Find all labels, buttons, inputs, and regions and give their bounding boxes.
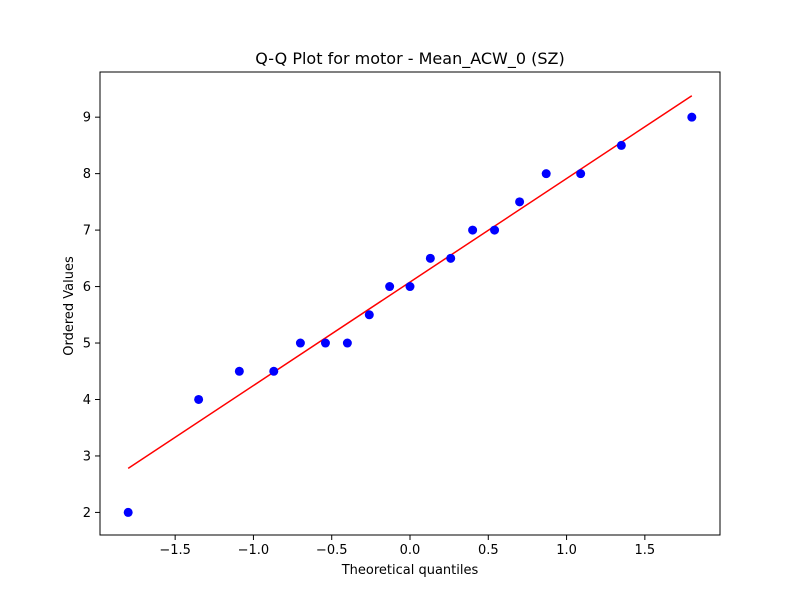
y-tick-label: 2 (83, 506, 91, 521)
y-tick-label: 5 (83, 337, 91, 352)
data-point (405, 282, 415, 292)
data-point (385, 282, 395, 292)
x-tick-label: 1.0 (556, 543, 577, 558)
x-tick-label: 0.5 (478, 543, 499, 558)
data-point (490, 225, 500, 235)
data-point (515, 197, 525, 207)
plot-area (99, 71, 721, 536)
x-axis-label: Theoretical quantiles (341, 563, 479, 578)
y-tick-label: 9 (83, 111, 91, 126)
chart-title: Q-Q Plot for motor - Mean_ACW_0 (SZ) (255, 49, 564, 69)
fit-line (127, 95, 693, 469)
data-point (687, 112, 697, 122)
data-point (541, 169, 551, 179)
data-point (234, 366, 244, 376)
data-point (295, 338, 305, 348)
data-point (576, 169, 586, 179)
data-point (468, 225, 478, 235)
y-tick-label: 7 (83, 224, 91, 239)
y-tick-label: 8 (83, 167, 91, 182)
y-tick-label: 6 (83, 280, 91, 295)
x-tick-label: 0.0 (400, 543, 421, 558)
x-tick-label: 1.5 (635, 543, 656, 558)
x-tick-label: −1.5 (159, 543, 191, 558)
data-point (194, 394, 204, 404)
y-axis-label: Ordered Values (62, 256, 77, 356)
x-tick-label: −1.0 (238, 543, 270, 558)
data-point (342, 338, 352, 348)
x-tick-label: −0.5 (316, 543, 348, 558)
y-tick-label: 4 (83, 393, 91, 408)
y-tick-label: 3 (83, 449, 91, 464)
data-point (446, 253, 456, 263)
x-axis: −1.5 −1.0 −0.5 0.0 0.5 1.0 1.5 (159, 535, 655, 558)
data-point (616, 140, 626, 150)
data-point (364, 310, 374, 320)
data-point (123, 507, 133, 517)
data-point (425, 253, 435, 263)
y-axis: 2 3 4 5 6 7 8 9 (83, 111, 100, 521)
data-point (320, 338, 330, 348)
data-point (269, 366, 279, 376)
